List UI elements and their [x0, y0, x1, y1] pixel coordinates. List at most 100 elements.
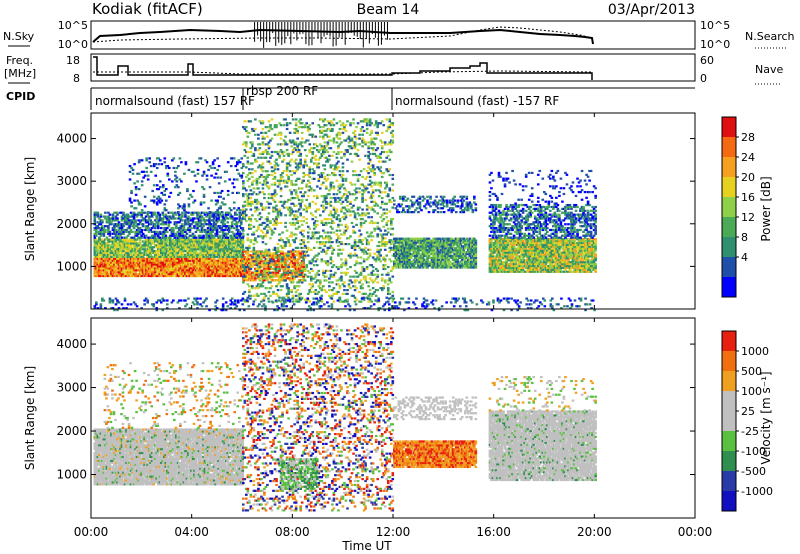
- data-cell: [202, 248, 205, 251]
- data-cell: [191, 271, 195, 274]
- data-cell: [335, 156, 339, 159]
- data-cell: [120, 226, 124, 230]
- data-cell: [305, 218, 309, 221]
- data-cell: [288, 279, 292, 282]
- data-cell: [282, 124, 286, 127]
- data-cell: [95, 234, 98, 237]
- data-cell: [303, 273, 307, 276]
- data-cell: [290, 191, 293, 194]
- data-cell: [149, 249, 152, 253]
- data-cell: [332, 208, 336, 211]
- data-cell: [279, 187, 283, 190]
- data-cell: [248, 290, 251, 294]
- data-cell: [188, 249, 192, 253]
- data-cell: [320, 131, 324, 134]
- data-cell: [266, 279, 269, 282]
- data-cell: [257, 261, 260, 265]
- data-cell: [279, 200, 283, 203]
- data-cell: [325, 221, 328, 225]
- data-cell: [285, 122, 289, 125]
- data-cell: [173, 248, 177, 251]
- data-cell: [120, 251, 124, 255]
- data-cell: [199, 221, 202, 224]
- data-cell: [156, 269, 160, 272]
- data-cell: [332, 193, 336, 196]
- data-cell: [248, 264, 251, 267]
- data-cell: [245, 258, 248, 261]
- data-cell: [149, 257, 152, 260]
- data-cell: [155, 238, 159, 241]
- data-cell: [239, 244, 243, 247]
- data-cell: [217, 195, 221, 198]
- data-cell: [243, 273, 247, 276]
- data-cell: [101, 255, 104, 258]
- data-cell: [343, 231, 346, 234]
- data-cell: [101, 257, 104, 260]
- data-cell: [273, 279, 277, 282]
- data-cell: [125, 238, 128, 241]
- data-cell: [227, 274, 231, 278]
- data-cell: [285, 173, 289, 177]
- data-cell: [266, 200, 269, 203]
- data-cell: [149, 263, 152, 266]
- data-cell: [230, 238, 234, 241]
- data-cell: [252, 271, 256, 274]
- data-cell: [158, 240, 162, 243]
- data-cell: [152, 269, 156, 272]
- data-cell: [199, 267, 202, 270]
- data-cell: [238, 267, 242, 270]
- data-cell: [254, 200, 257, 203]
- data-cell: [101, 225, 104, 228]
- data-cell: [275, 223, 278, 226]
- data-cell: [176, 255, 180, 258]
- data-cell: [166, 164, 170, 168]
- data-cell: [305, 154, 309, 157]
- data-cell: [165, 271, 169, 274]
- data-cell: [251, 172, 254, 175]
- data-cell: [281, 204, 284, 207]
- data-cell: [258, 175, 262, 179]
- data-cell: [239, 267, 243, 270]
- data-cell: [243, 275, 247, 278]
- data-cell: [132, 236, 136, 239]
- data-cell: [239, 272, 243, 276]
- data-cell: [257, 250, 260, 253]
- data-cell: [235, 232, 239, 235]
- data-cell: [341, 177, 345, 180]
- data-cell: [144, 244, 148, 247]
- data-cell: [138, 253, 142, 257]
- data-cell: [156, 225, 160, 228]
- data-cell: [114, 211, 118, 214]
- data-cell: [197, 228, 201, 232]
- data-cell: [278, 250, 281, 253]
- data-cell: [308, 227, 312, 230]
- data-cell: [267, 147, 271, 150]
- data-cell: [323, 168, 327, 171]
- data-cell: [285, 275, 289, 278]
- data-cell: [122, 255, 125, 258]
- data-cell: [172, 269, 175, 272]
- data-cell: [107, 244, 110, 247]
- data-cell: [196, 261, 199, 264]
- data-cell: [129, 249, 133, 253]
- data-cell: [208, 269, 211, 272]
- data-cell: [329, 256, 333, 259]
- data-cell: [129, 272, 133, 276]
- data-cell: [255, 271, 259, 274]
- data-cell: [167, 271, 171, 274]
- data-cell: [170, 240, 174, 243]
- data-cell: [179, 271, 183, 274]
- data-cell: [312, 223, 316, 226]
- data-cell: [203, 248, 207, 251]
- data-cell: [294, 166, 298, 169]
- data-cell: [221, 261, 225, 264]
- data-cell: [149, 246, 152, 249]
- data-cell: [95, 246, 98, 249]
- data-cell: [181, 259, 184, 262]
- data-cell: [287, 292, 290, 296]
- data-cell: [227, 253, 231, 257]
- data-cell: [197, 219, 201, 222]
- data-cell: [303, 254, 307, 257]
- data-cell: [190, 238, 193, 241]
- data-cell: [203, 269, 207, 272]
